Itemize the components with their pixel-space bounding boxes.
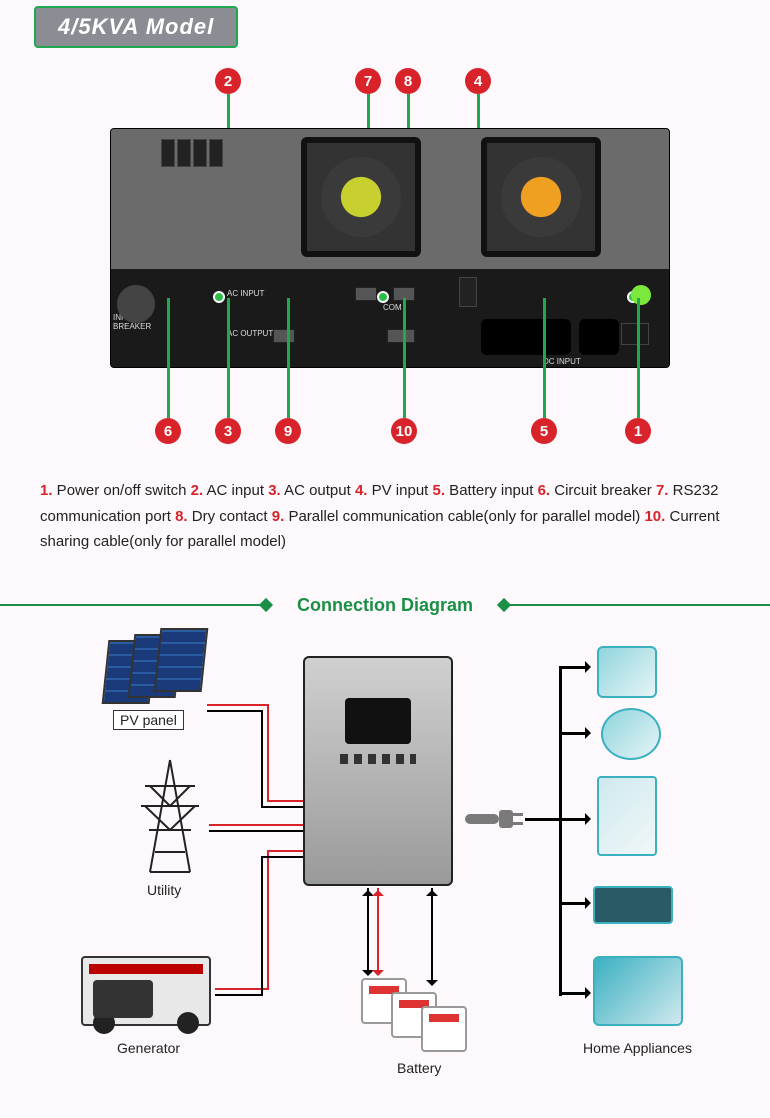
callout-line xyxy=(403,298,406,418)
pv-label: PV panel xyxy=(113,710,184,730)
power-sticker xyxy=(631,285,651,305)
callout-line xyxy=(167,298,170,418)
fridge-icon xyxy=(597,776,657,828)
plug-icon xyxy=(465,806,525,832)
product-callout-diagram: 2784 AC INPUT AC OUTPUT INPUT BREAKER xyxy=(35,68,735,448)
power-switch xyxy=(621,323,649,345)
cooling-fan xyxy=(301,137,421,257)
computer-icon xyxy=(593,956,683,1026)
callout-marker: 9 xyxy=(275,418,301,444)
utility-icon xyxy=(135,756,205,876)
callout-marker: 1 xyxy=(625,418,651,444)
fan-appliance-icon xyxy=(601,708,661,760)
com-label: COM xyxy=(383,303,402,312)
callout-marker: 8 xyxy=(395,68,421,94)
cooling-fan xyxy=(481,137,601,257)
appliances-label: Home Appliances xyxy=(583,1040,692,1056)
model-badge: 4/5KVA Model xyxy=(34,6,238,48)
callout-line xyxy=(227,298,230,418)
callout-marker: 5 xyxy=(531,418,557,444)
connection-diagram: PV panel Utility Generator xyxy=(35,636,735,1096)
ac-output-label: AC OUTPUT xyxy=(227,329,273,338)
callout-marker: 4 xyxy=(465,68,491,94)
inverter-icon xyxy=(303,656,453,886)
tv-icon xyxy=(593,886,673,938)
callout-marker: 3 xyxy=(215,418,241,444)
callout-marker: 7 xyxy=(355,68,381,94)
section-divider: Connection Diagram xyxy=(0,595,770,616)
inverter-back-panel: AC INPUT AC OUTPUT INPUT BREAKER COM DC … xyxy=(110,128,670,368)
generator-icon xyxy=(81,956,211,1026)
callout-line xyxy=(287,298,290,418)
callout-marker: 6 xyxy=(155,418,181,444)
pv-panel-icon xyxy=(105,640,215,700)
dc-input-label: DC INPUT xyxy=(543,357,581,366)
ac-input-label: AC INPUT xyxy=(227,289,264,298)
section-title: Connection Diagram xyxy=(271,595,499,616)
callout-legend: 1. Power on/off switch 2. AC input 3. AC… xyxy=(40,478,730,555)
aircon-icon xyxy=(597,646,657,698)
battery-label: Battery xyxy=(397,1060,441,1076)
callout-line xyxy=(543,298,546,418)
callout-line xyxy=(637,298,640,418)
callout-marker: 2 xyxy=(215,68,241,94)
callout-marker: 10 xyxy=(391,418,417,444)
utility-label: Utility xyxy=(147,882,181,898)
generator-label: Generator xyxy=(117,1040,180,1056)
battery-icon xyxy=(421,1006,467,1052)
